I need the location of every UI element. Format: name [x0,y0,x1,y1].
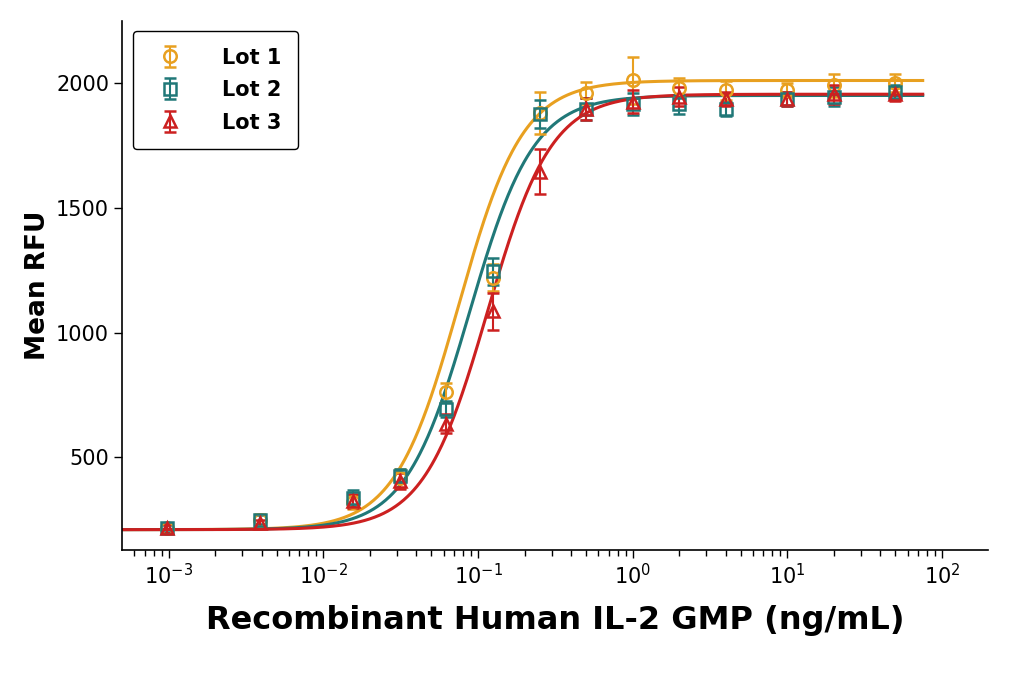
Y-axis label: Mean RFU: Mean RFU [24,210,51,360]
Legend: Lot 1, Lot 2, Lot 3: Lot 1, Lot 2, Lot 3 [132,31,299,149]
X-axis label: Recombinant Human IL-2 GMP (ng/mL): Recombinant Human IL-2 GMP (ng/mL) [206,605,905,635]
